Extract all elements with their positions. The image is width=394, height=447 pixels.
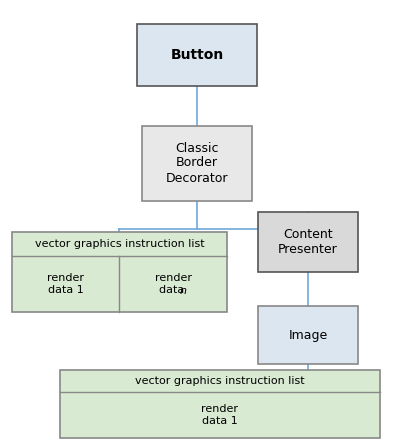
Text: Button: Button [170,48,224,62]
Text: render
data: render data [155,273,192,295]
Text: Content
Presenter: Content Presenter [278,228,338,256]
Bar [60,370,380,438]
Bar [142,126,252,201]
Text: vector graphics instruction list: vector graphics instruction list [35,239,204,249]
Bar [258,306,358,364]
Bar [137,24,257,86]
Text: n: n [179,286,186,296]
Text: render
data 1: render data 1 [201,404,238,426]
Text: Classic
Border
Decorator: Classic Border Decorator [166,142,228,185]
Text: render
data 1: render data 1 [47,273,84,295]
Bar [12,232,227,312]
Bar [258,212,358,272]
Text: vector graphics instruction list: vector graphics instruction list [135,376,305,386]
Text: Image: Image [288,329,328,342]
